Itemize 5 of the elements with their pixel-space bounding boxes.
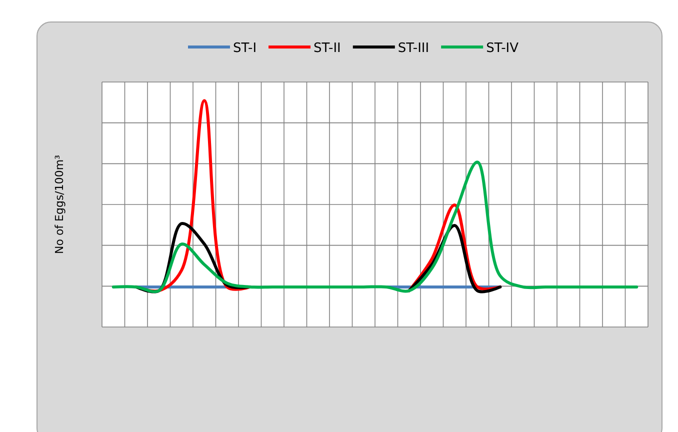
legend-label: ST-IV — [486, 41, 519, 56]
legend-label: ST-III — [398, 41, 430, 56]
y-axis-title: No of Eggs/100m³ — [53, 154, 66, 254]
legend-label: ST-II — [314, 41, 341, 56]
legend-label: ST-I — [233, 41, 257, 56]
